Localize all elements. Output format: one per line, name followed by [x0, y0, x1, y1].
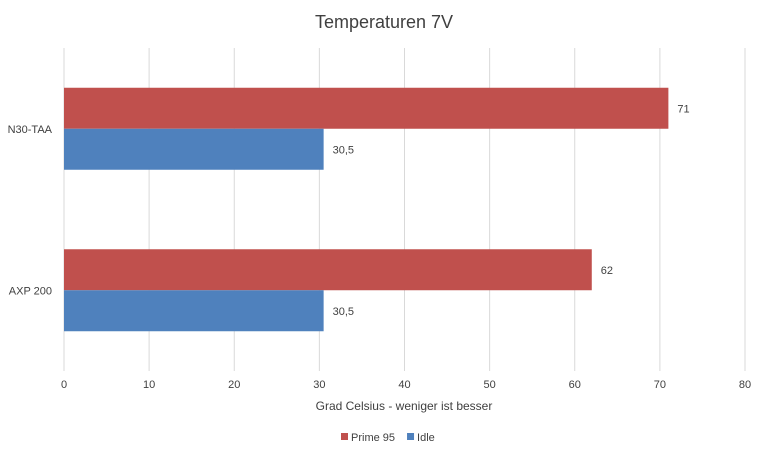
x-tick-label: 80 — [739, 379, 751, 391]
x-axis-title: Grad Celsius - weniger ist besser — [316, 399, 493, 413]
legend: Prime 95 Idle — [341, 432, 435, 444]
category-labels: N30-TAA AXP 200 — [8, 124, 53, 298]
bar-idle-0 — [64, 128, 324, 170]
x-tick-label: 60 — [569, 379, 581, 391]
x-tick-label: 50 — [484, 379, 496, 391]
x-tick-labels: 0 10 20 30 40 50 60 70 80 — [61, 379, 751, 391]
bars — [64, 87, 669, 332]
data-label: 62 — [601, 265, 613, 277]
data-label: 30,5 — [333, 306, 354, 318]
x-tick-label: 0 — [61, 379, 67, 391]
category-label: N30-TAA — [8, 124, 53, 136]
legend-swatch-idle — [407, 433, 415, 440]
legend-swatch-prime-95 — [341, 433, 348, 440]
chart-title: Temperaturen 7V — [315, 12, 453, 32]
legend-label: Prime 95 — [351, 432, 395, 444]
x-tick-label: 10 — [143, 379, 155, 391]
data-label: 30,5 — [333, 144, 354, 156]
x-tick-label: 30 — [313, 379, 325, 391]
x-tick-label: 70 — [654, 379, 666, 391]
category-label: AXP 200 — [9, 285, 52, 297]
x-tick-label: 20 — [228, 379, 240, 391]
legend-label: Idle — [417, 432, 435, 444]
x-tick-label: 40 — [398, 379, 410, 391]
data-labels: 71 30,5 62 30,5 — [333, 103, 690, 318]
bar-prime-95-1 — [64, 249, 592, 291]
bar-idle-1 — [64, 290, 324, 332]
bar-prime-95-0 — [64, 87, 669, 129]
data-label: 71 — [677, 103, 689, 115]
